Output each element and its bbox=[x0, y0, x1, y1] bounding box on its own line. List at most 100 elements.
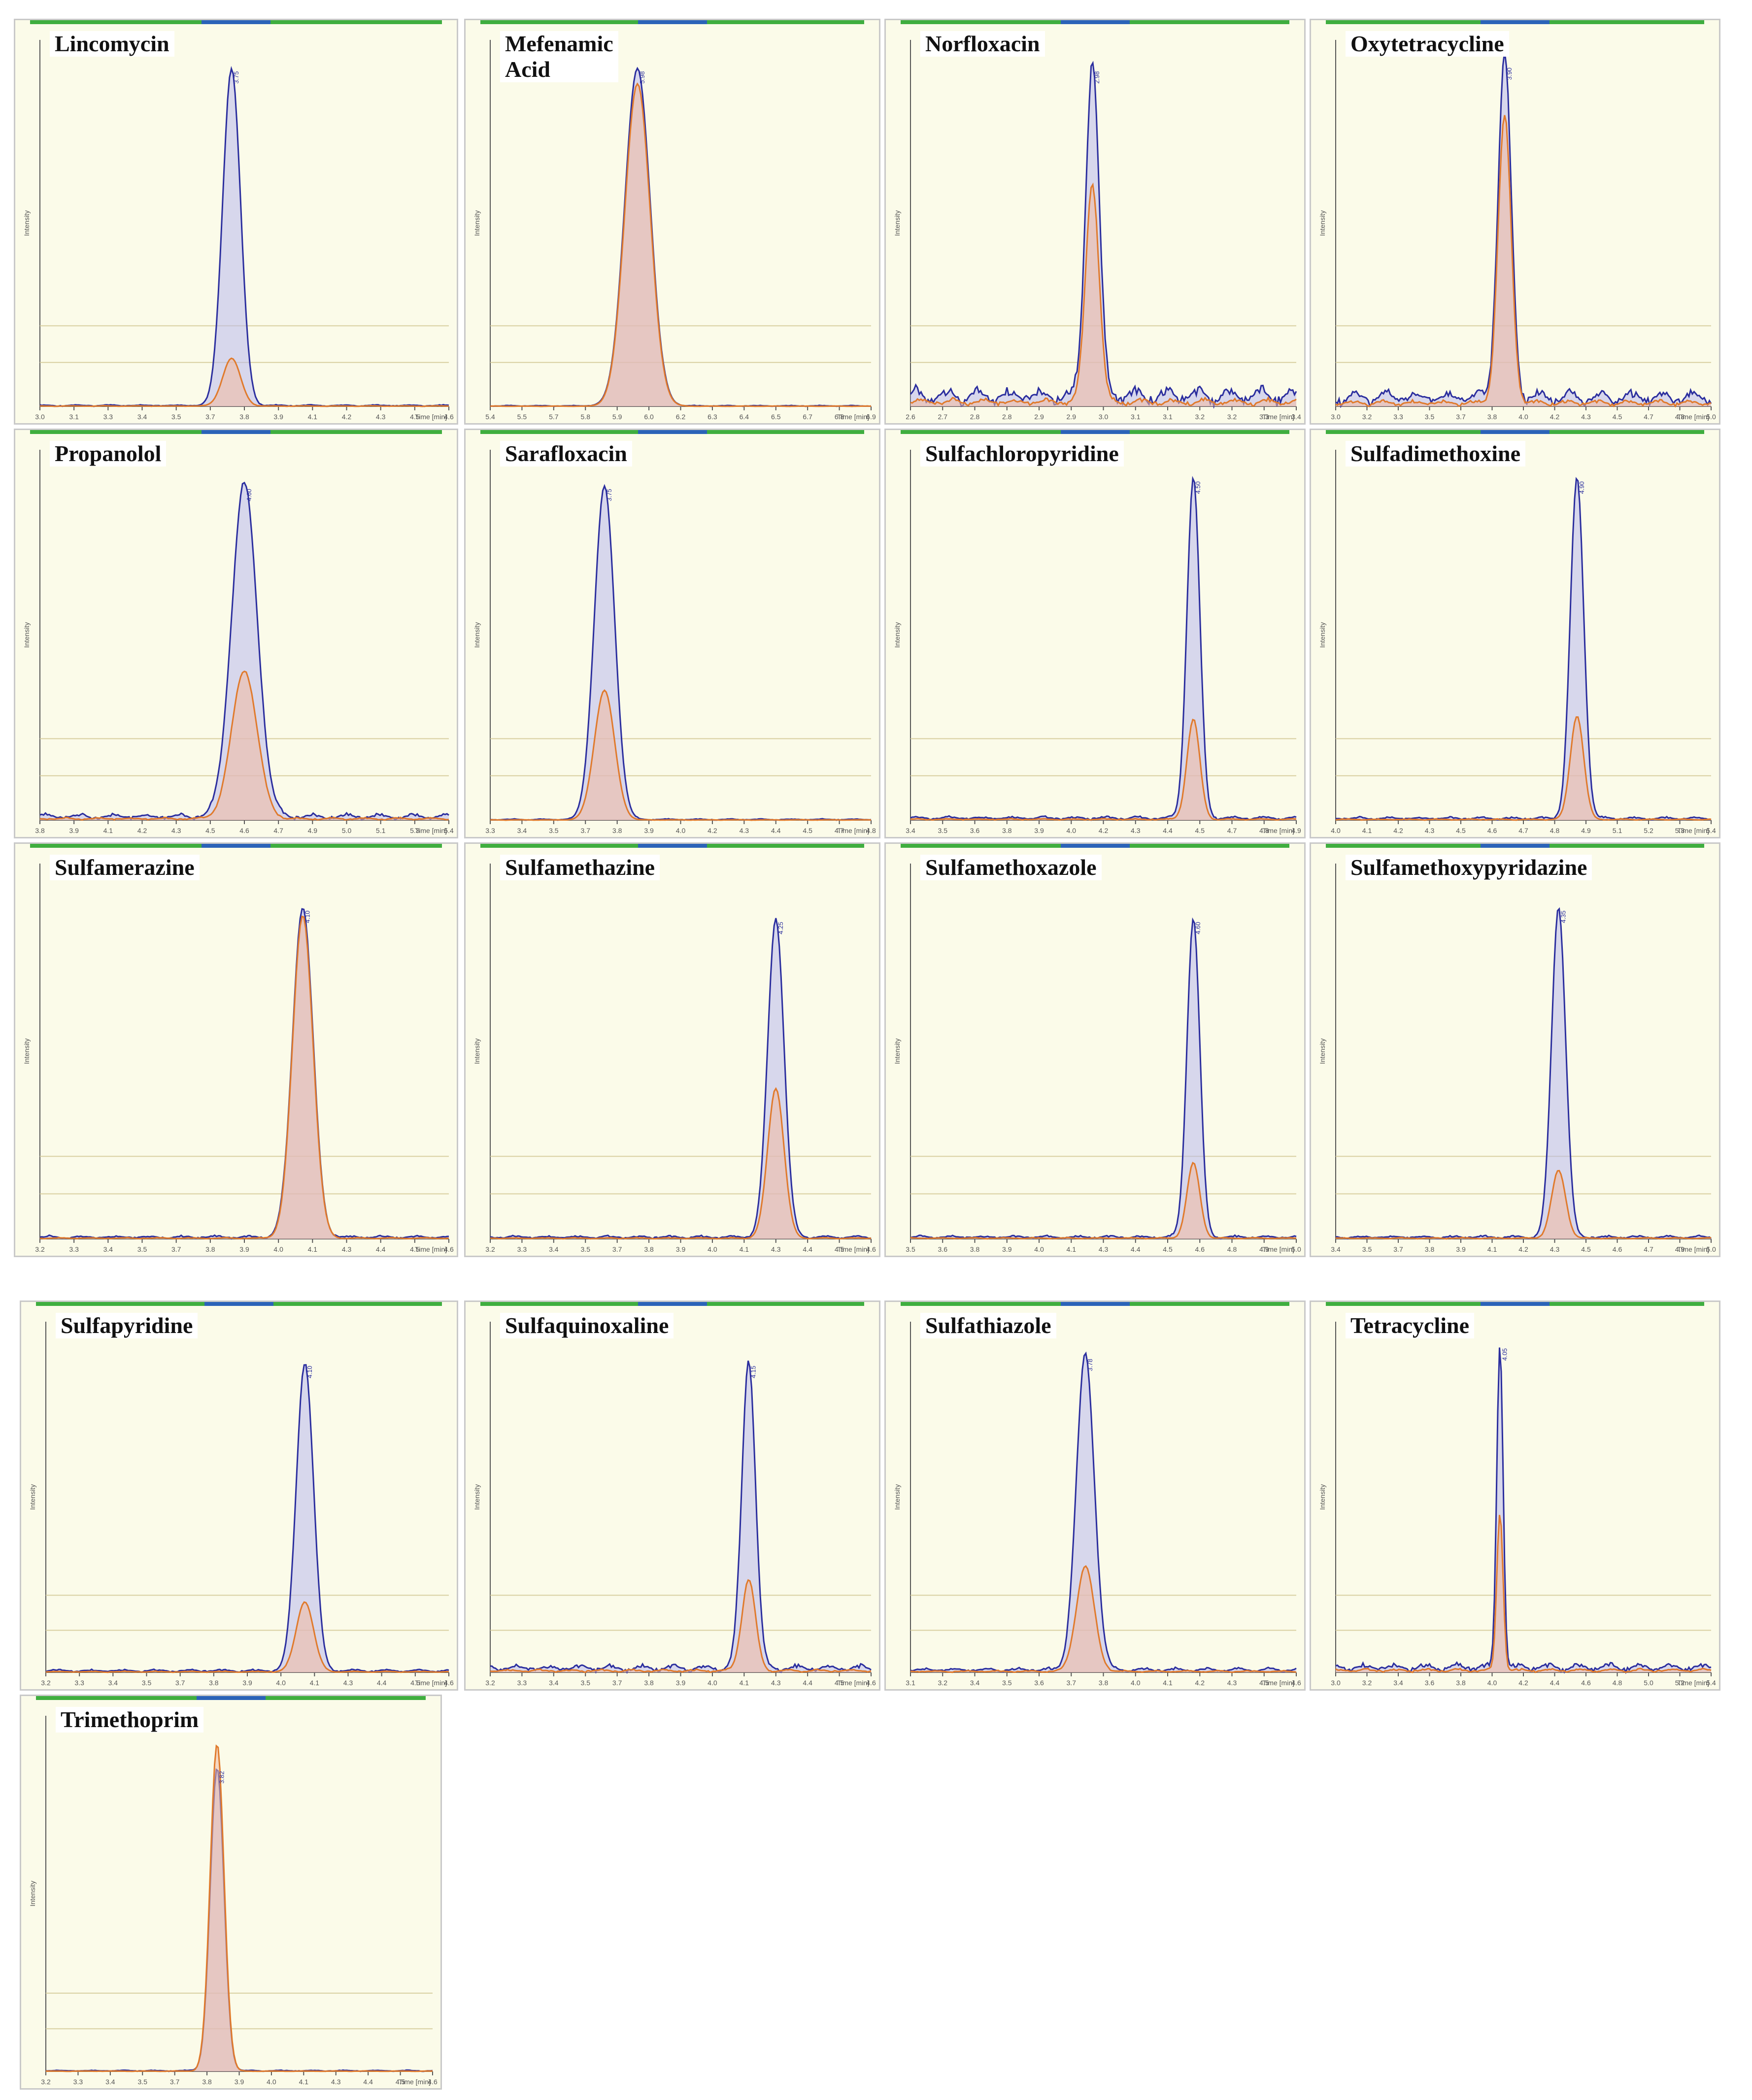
axis-lines bbox=[490, 450, 871, 821]
x-tick-label: 4.3 bbox=[1131, 827, 1141, 834]
qualifier-trace-area bbox=[46, 1602, 449, 1672]
quantifier-trace-line bbox=[490, 484, 872, 821]
x-tick-label: 3.4 bbox=[970, 1679, 980, 1687]
quantifier-trace-area bbox=[46, 1769, 433, 2071]
x-tick-label: 4.1 bbox=[740, 1679, 749, 1687]
x-axis-unit: Time [min] bbox=[1262, 413, 1294, 421]
peak-rt-label: 4.05 bbox=[1501, 1348, 1508, 1361]
x-tick-label: 4.6 bbox=[444, 1679, 454, 1687]
x-tick-label: 6.4 bbox=[740, 413, 749, 421]
peak-rt-label: 4.15 bbox=[750, 1366, 757, 1378]
quantifier-trace-area bbox=[1336, 51, 1711, 407]
chromatogram-panel: Sulfamethazine 3.2 3.3 3.4 3.5 3.7 3.8 3.9 4.0 4.… bbox=[464, 842, 880, 1257]
x-tick-label: 4.1 bbox=[299, 2078, 309, 2086]
x-tick-label: 4.4 bbox=[803, 1245, 812, 1253]
x-tick-label: 4.5 bbox=[1456, 827, 1466, 834]
x-tick-label: 4.2 bbox=[1393, 827, 1403, 834]
chromatogram-plot: 3.0 3.1 3.3 3.4 3.5 3.7 3.8 3.9 4.1 4.2 4.3 4.5 4.6T… bbox=[23, 40, 454, 421]
x-tick-label: 5.4 bbox=[1706, 1679, 1716, 1687]
quantifier-trace-line bbox=[910, 61, 1297, 409]
x-tick-label: 3.9 bbox=[676, 1679, 686, 1687]
x-tick-label: 3.8 bbox=[1425, 1245, 1435, 1253]
quantifier-trace-line bbox=[910, 1351, 1297, 1673]
x-tick-label: 3.8 bbox=[1002, 827, 1012, 834]
x-tick-label: 3.6 bbox=[1034, 1679, 1044, 1687]
x-tick-label: 5.1 bbox=[1613, 827, 1622, 834]
x-axis-unit: Time [min] bbox=[415, 1245, 447, 1253]
x-axis-unit: Time [min] bbox=[837, 1245, 869, 1253]
x-tick-label: 2.7 bbox=[938, 413, 948, 421]
chromatogram-plot: 2.6 2.7 2.8 2.8 2.9 2.9 3.0 3.1 3.1 3.2 3.2 3.3 3.4T… bbox=[893, 40, 1301, 421]
x-tick-label: 4.0 bbox=[1131, 1679, 1141, 1687]
chart-title: Sulfamethoxazole bbox=[920, 855, 1102, 880]
x-tick-label: 3.2 bbox=[485, 1679, 495, 1687]
x-tick-label: 3.9 bbox=[676, 1245, 686, 1253]
x-tick-label: 3.7 bbox=[581, 827, 591, 834]
qualifier-trace-area bbox=[490, 1580, 871, 1672]
x-tick-label: 3.8 bbox=[205, 1245, 215, 1253]
x-tick-label: 5.0 bbox=[1706, 413, 1716, 421]
x-axis-unit: Time [min] bbox=[1262, 1245, 1294, 1253]
qualifier-trace-area bbox=[40, 358, 449, 406]
x-tick-label: 4.3 bbox=[740, 827, 749, 834]
quantifier-trace-area bbox=[490, 486, 871, 820]
frame-bar bbox=[901, 1302, 1289, 1306]
x-tick-label: 3.3 bbox=[485, 827, 495, 834]
x-tick-label: 4.0 bbox=[276, 1679, 286, 1687]
y-axis-label: Intensity bbox=[23, 210, 31, 236]
chromatogram-panel: Sulfamethoxypyridazine 3.4 3.5 3.7 3.8 3.9 4.1… bbox=[1310, 842, 1720, 1257]
axis-lines bbox=[1335, 450, 1711, 821]
x-tick-label: 3.9 bbox=[242, 1679, 252, 1687]
x-tick-label: 4.5 bbox=[835, 1245, 844, 1253]
x-tick-label: 3.0 bbox=[1331, 413, 1341, 421]
x-tick-label: 2.8 bbox=[1002, 413, 1012, 421]
x-tick-label: 3.1 bbox=[1163, 413, 1173, 421]
quantifier-trace-line bbox=[1335, 907, 1712, 1240]
y-axis-label: Intensity bbox=[893, 1038, 901, 1064]
x-tick-label: 4.3 bbox=[1581, 413, 1591, 421]
y-axis-label: Intensity bbox=[473, 1484, 481, 1510]
x-axis-unit: Time [min] bbox=[1677, 1679, 1709, 1687]
x-tick-label: 6.0 bbox=[644, 413, 654, 421]
qualifier-trace-line bbox=[910, 718, 1297, 821]
x-tick-label: 4.6 bbox=[239, 827, 249, 834]
x-tick-label: 3.3 bbox=[73, 2078, 83, 2086]
x-tick-label: 4.1 bbox=[1487, 1245, 1497, 1253]
x-tick-label: 4.3 bbox=[1099, 1245, 1109, 1253]
quantifier-trace-line bbox=[910, 917, 1297, 1240]
x-tick-label: 3.4 bbox=[108, 1679, 118, 1687]
frame-bar bbox=[480, 1302, 864, 1306]
x-axis-unit: Time [min] bbox=[1677, 1245, 1709, 1253]
x-tick-label: 5.4 bbox=[1706, 827, 1716, 834]
frame-bar bbox=[1326, 844, 1704, 848]
axis-lines bbox=[910, 864, 1296, 1239]
x-tick-label: 5.4 bbox=[485, 413, 495, 421]
quantifier-trace-line bbox=[1335, 1347, 1712, 1674]
x-tick-label: 3.0 bbox=[1099, 413, 1109, 421]
x-tick-label: 3.2 bbox=[41, 2078, 51, 2086]
x-tick-label: 3.7 bbox=[1456, 413, 1466, 421]
y-axis-label: Intensity bbox=[473, 622, 481, 648]
x-tick-label: 4.3 bbox=[343, 1679, 353, 1687]
x-tick-label: 3.5 bbox=[1425, 413, 1435, 421]
x-tick-label: 3.7 bbox=[175, 1679, 185, 1687]
chromatogram-plot: 3.2 3.3 3.4 3.5 3.7 3.8 3.9 4.0 4.1 4.3 4.4 4.5 4.6T… bbox=[29, 1716, 438, 2086]
x-tick-label: 3.3 bbox=[1259, 413, 1269, 421]
quantifier-trace-area bbox=[1336, 479, 1711, 820]
x-tick-label: 4.3 bbox=[376, 413, 386, 421]
x-tick-label: 2.8 bbox=[970, 413, 980, 421]
x-tick-label: 4.6 bbox=[866, 1245, 876, 1253]
qualifier-trace-line bbox=[490, 689, 872, 821]
chromatogram-plot: 3.2 3.3 3.4 3.5 3.7 3.8 3.9 4.0 4.1 4.3 4.4 4.5 4.6T… bbox=[29, 1322, 454, 1687]
quantifier-trace-line bbox=[490, 1360, 872, 1674]
qualifier-trace-area bbox=[910, 1163, 1296, 1239]
chromatogram-panel: Norfloxacin 2.6 2.7 2.8 2.8 2.9 2.9 3.0 3.1 3.1 3.… bbox=[884, 19, 1306, 425]
peak-rt-label: 4.50 bbox=[1194, 481, 1202, 494]
x-tick-label: 3.8 bbox=[1487, 413, 1497, 421]
x-axis-unit: Time [min] bbox=[837, 413, 869, 421]
quantifier-trace-line bbox=[490, 67, 872, 407]
x-tick-label: 4.8 bbox=[1227, 1245, 1237, 1253]
quantifier-trace-area bbox=[46, 1365, 449, 1672]
y-axis-label: Intensity bbox=[1318, 210, 1326, 236]
peak-rt-label: 4.35 bbox=[1559, 910, 1567, 923]
